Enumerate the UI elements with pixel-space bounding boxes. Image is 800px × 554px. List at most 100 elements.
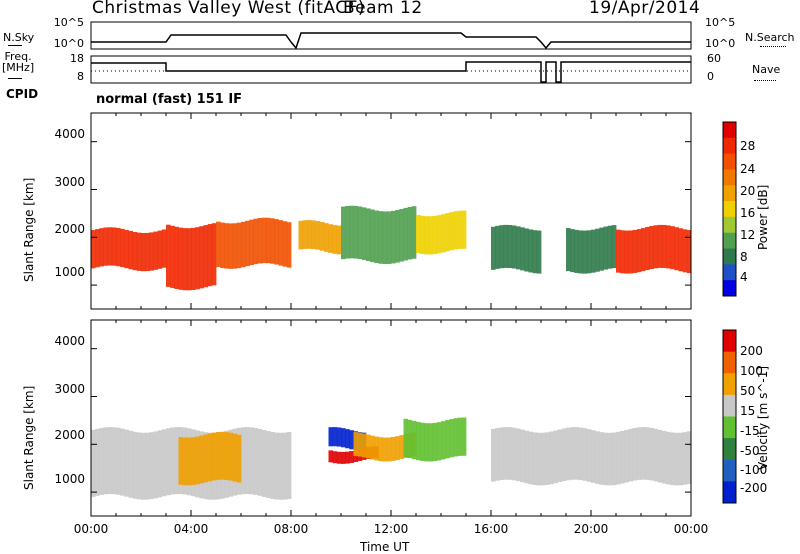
velocity-band-0-cell-3 xyxy=(103,427,109,495)
velocity-colorbar-segment-5 xyxy=(723,438,736,461)
velocity-band-0-cell-18 xyxy=(166,428,171,496)
power-band-0-cell-13 xyxy=(145,232,150,272)
power-band-0-cell-1 xyxy=(95,229,100,268)
power-band-5-cell-2 xyxy=(424,216,429,255)
power-band-0-cell-9 xyxy=(128,230,134,270)
power-band-0-cell-10 xyxy=(132,231,138,271)
velocity-band-6-cell-28 xyxy=(607,432,613,486)
power-band-4-cell-5 xyxy=(361,207,367,260)
velocity-colorbar-segment-1 xyxy=(723,351,736,374)
velocity-band-6-cell-6 xyxy=(516,428,521,482)
power-band-7-cell-5 xyxy=(586,230,592,274)
power-colorbar-segment-7 xyxy=(723,232,736,250)
velocity-band-6-cell-32 xyxy=(624,429,629,483)
power-band-6-cell-2 xyxy=(499,225,504,269)
power-band-0-cell-2 xyxy=(99,228,104,267)
velocity-band-0-cell-44 xyxy=(274,432,279,500)
velocity-band-1-cell-8 xyxy=(211,432,217,481)
power-band-2-cell-1 xyxy=(220,222,225,268)
velocity-band-3-cell-6 xyxy=(353,450,359,463)
power-cb-tick-20: 20 xyxy=(740,184,756,198)
nave-legend-line xyxy=(754,80,776,81)
power-band-2-cell-2 xyxy=(224,223,229,269)
power-band-4-cell-16 xyxy=(407,206,413,260)
freq-legend-line xyxy=(8,78,22,79)
power-band-0-cell-3 xyxy=(103,227,109,266)
velocity-band-6-cell-11 xyxy=(536,432,542,486)
power-band-1-cell-3 xyxy=(178,227,184,290)
power-band-8-cell-13 xyxy=(670,226,675,270)
power-band-2-cell-16 xyxy=(282,221,288,267)
velocity-band-0-cell-14 xyxy=(149,432,154,500)
velocity-band-5-cell-9 xyxy=(441,421,446,460)
velocity-band-6-cell-37 xyxy=(645,427,650,480)
velocity-band-6-cell-35 xyxy=(636,427,642,480)
noise-trace xyxy=(91,32,691,50)
velocity-band-4-cell-1 xyxy=(357,432,363,457)
power-band-0-cell-16 xyxy=(157,230,163,269)
power-band-8-cell-1 xyxy=(620,230,625,274)
velocity-band-4-cell-3 xyxy=(366,434,371,459)
velocity-band-0-cell-40 xyxy=(257,428,263,496)
power-colorbar-segment-3 xyxy=(723,169,736,186)
velocity-band-6-cell-8 xyxy=(524,430,529,484)
power-band-1-cell-7 xyxy=(195,227,200,290)
power-band-5-cell-8 xyxy=(449,212,454,251)
xtick-2: 08:00 xyxy=(273,522,309,536)
power-band-7-cell-6 xyxy=(591,229,596,273)
power-band-8-cell-2 xyxy=(624,230,629,274)
velocity-band-6-cell-4 xyxy=(507,427,513,480)
velocity-band-5-cell-11 xyxy=(449,419,454,458)
power-band-0-cell-6 xyxy=(116,227,121,267)
velocity-band-5-cell-13 xyxy=(457,417,463,456)
power-band-4-cell-11 xyxy=(386,211,392,264)
power-band-4-cell-10 xyxy=(382,211,388,265)
noise-tick-right-bottom: 10^0 xyxy=(705,37,736,50)
velocity-band-5-cell-3 xyxy=(416,421,421,461)
power-band-0-cell-12 xyxy=(141,232,146,272)
power-band-7-cell-11 xyxy=(611,225,617,269)
velocity-band-6-cell-16 xyxy=(557,429,563,483)
power-colorbar-segment-4 xyxy=(723,185,736,202)
velocity-band-2-cell-1 xyxy=(332,427,338,447)
station-title: Christmas Valley West (fitACF) xyxy=(92,0,366,18)
velocity-band-6-cell-36 xyxy=(641,427,646,480)
velocity-band-0-cell-46 xyxy=(282,432,288,500)
velocity-band-0-cell-11 xyxy=(136,432,142,500)
power-cb-tick-24: 24 xyxy=(740,162,756,176)
power-band-0-cell-7 xyxy=(120,228,125,268)
power-band-4-cell-2 xyxy=(349,205,354,259)
velocity-band-5-cell-6 xyxy=(428,423,434,462)
velocity-band-2-cell-5 xyxy=(349,430,354,450)
velocity-band-0-cell-19 xyxy=(170,427,175,495)
freq-panel-frame xyxy=(90,55,692,84)
power-band-3-cell-5 xyxy=(319,222,325,251)
velocity-band-6-cell-43 xyxy=(670,432,675,486)
velocity-band-0-cell-9 xyxy=(128,430,134,498)
power-band-8-cell-7 xyxy=(645,226,650,270)
velocity-band-4-cell-2 xyxy=(361,433,367,458)
power-band-0-cell-5 xyxy=(111,227,117,266)
power-band-2-cell-6 xyxy=(241,221,246,268)
noise-panel-frame xyxy=(90,21,692,50)
velocity-band-6-cell-47 xyxy=(686,431,692,484)
power-band-8-cell-17 xyxy=(686,230,692,274)
velocity-band-1-cell-4 xyxy=(195,436,200,485)
power-band-2-cell-12 xyxy=(266,217,271,264)
xtick-4: 16:00 xyxy=(473,522,509,536)
power-band-0-cell-15 xyxy=(153,231,159,270)
vel-ytick-2000: 2000 xyxy=(54,428,85,442)
power-colorbar-segment-9 xyxy=(723,264,736,281)
power-band-6-cell-8 xyxy=(524,228,529,272)
velocity-band-6-cell-13 xyxy=(545,432,550,485)
power-band-1-cell-0 xyxy=(166,224,171,287)
power-band-6-cell-1 xyxy=(495,225,500,269)
power-colorbar-frame xyxy=(722,121,737,297)
power-band-3-cell-3 xyxy=(311,220,316,250)
velocity-band-0-cell-6 xyxy=(116,427,121,495)
velocity-band-4-cell-6 xyxy=(378,437,384,462)
velocity-band-6-cell-3 xyxy=(503,427,509,480)
vel-cb-tick-m100: -100 xyxy=(740,463,768,477)
velocity-band-6-cell-10 xyxy=(532,432,538,485)
power-band-8-cell-16 xyxy=(682,229,688,273)
